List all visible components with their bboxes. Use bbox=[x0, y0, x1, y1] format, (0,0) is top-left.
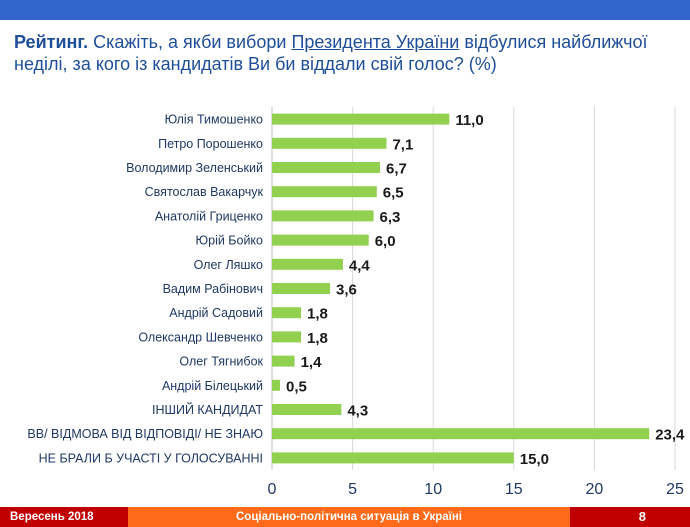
value-label-8: 1,8 bbox=[307, 306, 328, 323]
bar-9 bbox=[272, 331, 302, 343]
bar-11 bbox=[272, 379, 281, 391]
x-tick-label-1: 5 bbox=[348, 481, 357, 498]
title-part1: Скажіть, а якби вибори bbox=[88, 32, 292, 52]
value-label-10: 1,4 bbox=[301, 354, 323, 371]
value-label-11: 0,5 bbox=[286, 378, 307, 395]
category-label-13: ВВ/ ВІДМОВА ВІД ВІДПОВІДІ/ НЕ ЗНАЮ bbox=[27, 427, 263, 441]
value-label-1: 7,1 bbox=[392, 136, 413, 153]
value-label-5: 6,0 bbox=[375, 233, 396, 250]
bar-3 bbox=[272, 186, 377, 198]
x-tick-label-3: 15 bbox=[505, 481, 523, 498]
category-label-2: Володимир Зеленський bbox=[126, 161, 263, 175]
bar-14 bbox=[272, 452, 514, 464]
bar-0 bbox=[272, 113, 450, 125]
category-label-1: Петро Порошенко bbox=[158, 137, 263, 151]
x-tick-label-2: 10 bbox=[424, 481, 442, 498]
top-bar bbox=[0, 0, 690, 20]
value-label-4: 6,3 bbox=[380, 209, 401, 226]
bar-6 bbox=[272, 258, 343, 270]
bar-13 bbox=[272, 428, 650, 440]
category-label-9: Олександр Шевченко bbox=[138, 330, 263, 344]
category-label-7: Вадим Рабінович bbox=[163, 282, 263, 296]
bar-4 bbox=[272, 210, 374, 222]
category-label-0: Юлія Тимошенко bbox=[165, 113, 263, 127]
value-label-7: 3,6 bbox=[336, 282, 357, 299]
footer-page-number: 8 bbox=[570, 507, 690, 527]
bar-10 bbox=[272, 355, 295, 367]
category-label-5: Юрій Бойко bbox=[195, 234, 263, 248]
value-label-12: 4,3 bbox=[347, 403, 368, 420]
category-label-11: Андрій Білецький bbox=[162, 379, 263, 393]
bar-12 bbox=[272, 404, 342, 415]
bar-7 bbox=[272, 283, 331, 294]
value-label-3: 6,5 bbox=[383, 185, 404, 202]
bar-5 bbox=[272, 234, 369, 246]
category-label-6: Олег Ляшко bbox=[194, 258, 263, 272]
value-label-6: 4,4 bbox=[349, 257, 371, 274]
x-tick-label-4: 20 bbox=[586, 481, 604, 498]
bar-chart: 0 5 10 15 20 25 Юлія Тимошенко 11,0 Петро Пороше… bbox=[27, 107, 685, 498]
value-label-0: 11,0 bbox=[455, 112, 483, 129]
category-label-3: Святослав Вакарчук bbox=[145, 185, 264, 199]
x-tick-label-0: 0 bbox=[268, 481, 277, 498]
bar-8 bbox=[272, 307, 302, 319]
value-label-2: 6,7 bbox=[386, 161, 407, 178]
value-label-9: 1,8 bbox=[307, 330, 328, 347]
title-bold: Рейтинг. bbox=[14, 32, 89, 52]
category-label-14: НЕ БРАЛИ Б УЧАСТІ У ГОЛОСУВАННІ bbox=[39, 451, 263, 465]
footer-date: Вересень 2018 bbox=[0, 507, 128, 527]
footer: Вересень 2018 Соціально-політична ситуац… bbox=[0, 507, 690, 527]
value-label-14: 15,0 bbox=[520, 451, 549, 468]
x-tick-label-5: 25 bbox=[666, 481, 684, 498]
chart-title: Рейтинг. Скажіть, а якби вибори Президен… bbox=[14, 31, 684, 75]
category-label-12: ІНШИЙ КАНДИДАТ bbox=[152, 402, 263, 417]
category-label-10: Олег Тягнибок bbox=[179, 355, 263, 369]
title-part2: відбулися найближчої неділі, за кого із … bbox=[14, 32, 648, 74]
footer-center: Соціально-політична ситуація в Україні bbox=[128, 507, 570, 527]
category-label-8: Андрій Садовий bbox=[169, 306, 263, 320]
bar-2 bbox=[272, 162, 381, 173]
value-label-13: 23,4 bbox=[655, 427, 685, 444]
category-label-4: Анатолій Гриценко bbox=[155, 209, 263, 223]
title-underlined: Президента України bbox=[291, 32, 460, 52]
bar-1 bbox=[272, 137, 387, 149]
